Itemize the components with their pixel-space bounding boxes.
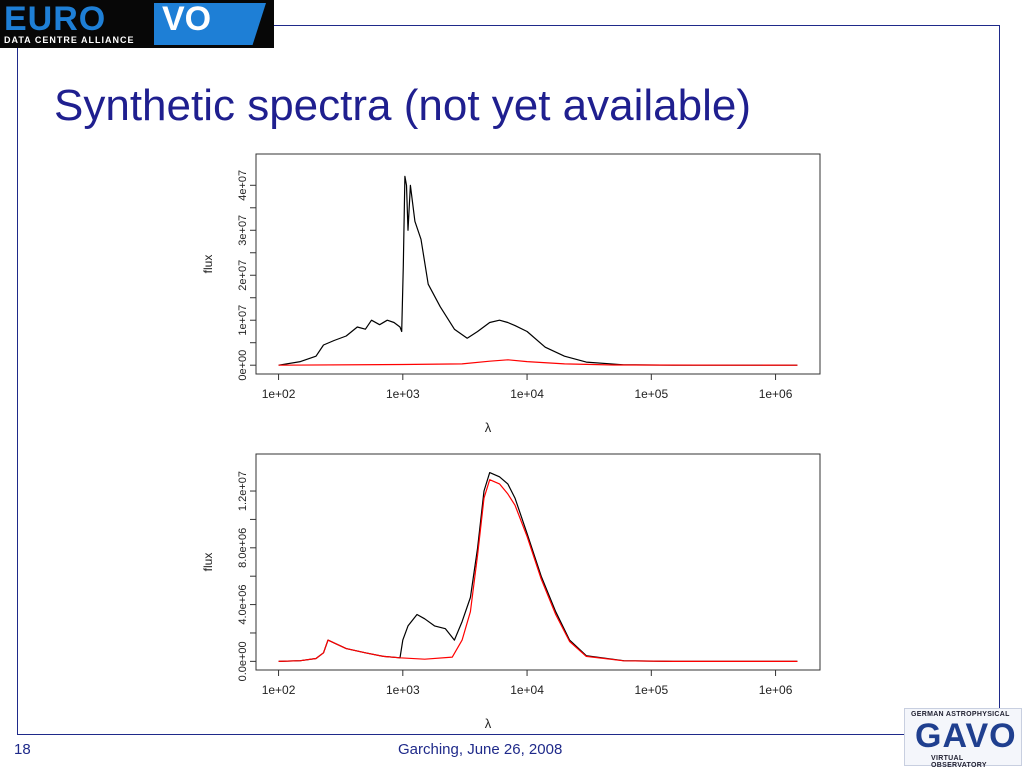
slide-title: Synthetic spectra (not yet available) [54,81,752,130]
chart2-series-1-line [278,472,798,662]
euro-vo-logo-vo: VO [162,0,212,38]
chart1-series-2-line [278,359,798,366]
chart1-y-tick-label: 0e+00 [237,350,249,381]
footer-text: Garching, June 26, 2008 [398,741,563,758]
euro-vo-logo: EURO VO DATA CENTRE ALLIANCE [0,0,274,48]
chart2-y-tick-label: 0.0e+00 [237,641,249,681]
chart1-x-tick-label: 1e+04 [510,387,544,401]
gavo-logo: GERMAN ASTROPHYSICAL GAVO VIRTUAL OBSERV… [904,708,1022,769]
chart1-x-tick-label: 1e+03 [386,387,420,401]
chart2-y-tick-label: 4.0e+06 [237,585,249,625]
chart2-x-tick-label: 1e+06 [759,683,793,697]
chart2-series-2-line [278,479,798,662]
chart2-y-tick-label: 1.2e+07 [237,471,249,511]
chart1-y-tick-label: 2e+07 [237,260,249,291]
page-number: 18 [14,741,31,758]
frame-line-bottom [17,734,999,735]
euro-vo-logo-euro: EURO [4,0,107,38]
euro-vo-logo-vo-box [154,3,266,45]
chart1-y-tick-label: 4e+07 [237,170,249,201]
chart1-y-tick-label: 1e+07 [237,305,249,336]
chart2-x-label: λ [485,716,492,731]
chart2-x-tick-label: 1e+04 [510,683,544,697]
chart-area: 1e+02 1e+03 1e+04 1e+05 1e+06 0e+00 1e+07 2e+07… [190,140,836,734]
chart2-x-tick-label: 1e+03 [386,683,420,697]
gavo-logo-top: GERMAN ASTROPHYSICAL [911,711,1010,718]
chart1-x-tick-label: 1e+02 [262,387,296,401]
chart2-x-tick-label: 1e+05 [634,683,668,697]
chart1-y-label: flux [201,255,215,274]
frame-line-right [999,25,1000,735]
gavo-logo-main: GAVO [915,717,1017,755]
frame-line-top [274,25,999,26]
frame-line-left [17,48,18,735]
chart2-plot-box [255,453,821,671]
chart1-x-label: λ [485,420,492,435]
chart2-y-tick-label: 8.0e+06 [237,528,249,568]
chart1-x-tick-label: 1e+05 [634,387,668,401]
chart1-x-tick-label: 1e+06 [759,387,793,401]
chart1-series-1-line [278,175,798,366]
chart2-x-tick-label: 1e+02 [262,683,296,697]
chart2-y-label: flux [201,553,215,572]
chart1-y-tick-label: 3e+07 [237,215,249,246]
gavo-logo-bottom: VIRTUAL OBSERVATORY [931,755,987,769]
spectra-charts: 1e+02 1e+03 1e+04 1e+05 1e+06 0e+00 1e+07 2e+07… [201,153,821,731]
chart1-plot-box [255,153,821,375]
euro-vo-logo-subtitle: DATA CENTRE ALLIANCE [4,35,135,45]
